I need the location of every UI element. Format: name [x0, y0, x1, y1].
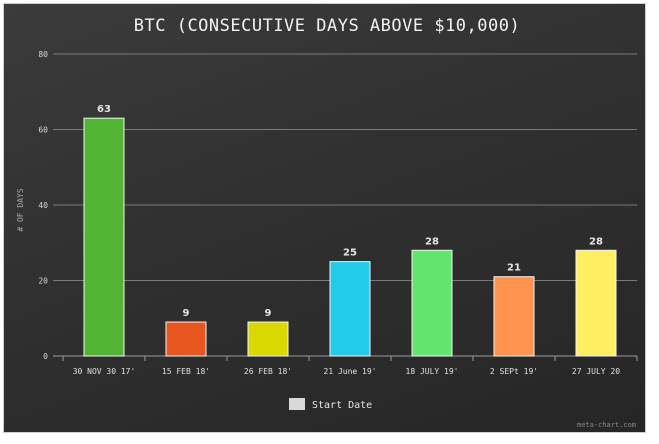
- data-label: 21: [507, 263, 521, 274]
- bar-chart: BTC (CONSECUTIVE DAYS ABOVE $10,000) 0 20…: [16, 16, 638, 429]
- data-label: 9: [265, 308, 272, 319]
- bars: 63 9 9 25 28 21 28: [83, 104, 617, 357]
- x-tick-label: 30 NOV 30 17': [73, 367, 136, 376]
- y-tick-label: 40: [38, 201, 48, 210]
- y-tick-label: 60: [38, 126, 48, 135]
- x-tick-label: 15 FEB 18': [162, 367, 210, 376]
- data-label: 9: [183, 308, 190, 319]
- x-tick-label: 26 FEB 18': [244, 367, 292, 376]
- chart-title: BTC (CONSECUTIVE DAYS ABOVE $10,000): [134, 16, 520, 36]
- y-tick-label: 0: [43, 352, 48, 361]
- y-tick-label: 20: [38, 277, 48, 286]
- bar[interactable]: [575, 249, 617, 357]
- bar[interactable]: [165, 321, 207, 357]
- legend-label[interactable]: Start Date: [312, 400, 372, 411]
- bar[interactable]: [411, 249, 453, 357]
- legend[interactable]: Start Date: [289, 398, 372, 411]
- data-label: 63: [97, 104, 111, 115]
- bar[interactable]: [83, 117, 125, 357]
- legend-swatch[interactable]: [289, 398, 305, 410]
- x-tick-label: 27 JULY 20: [572, 367, 620, 376]
- bar[interactable]: [329, 261, 371, 357]
- data-label: 28: [589, 236, 603, 247]
- bar[interactable]: [493, 276, 535, 357]
- data-label: 28: [425, 236, 439, 247]
- x-tick-label: 21 June 19': [324, 367, 377, 376]
- chart-frame: BTC (CONSECUTIVE DAYS ABOVE $10,000) 0 20…: [3, 3, 646, 433]
- x-axis-ticks: 30 NOV 30 17' 15 FEB 18' 26 FEB 18' 21 June…: [62, 356, 638, 376]
- y-axis-ticks: 0 20 40 60 80: [38, 50, 48, 361]
- credit-text: meta-chart.com: [577, 421, 636, 429]
- x-tick-label: 2 SEPt 19': [490, 367, 538, 376]
- y-axis-label: # OF DAYS: [16, 188, 25, 232]
- data-label: 25: [343, 248, 357, 259]
- x-tick-label: 18 JULY 19': [406, 367, 459, 376]
- bar[interactable]: [247, 321, 289, 357]
- y-tick-label: 80: [38, 50, 48, 59]
